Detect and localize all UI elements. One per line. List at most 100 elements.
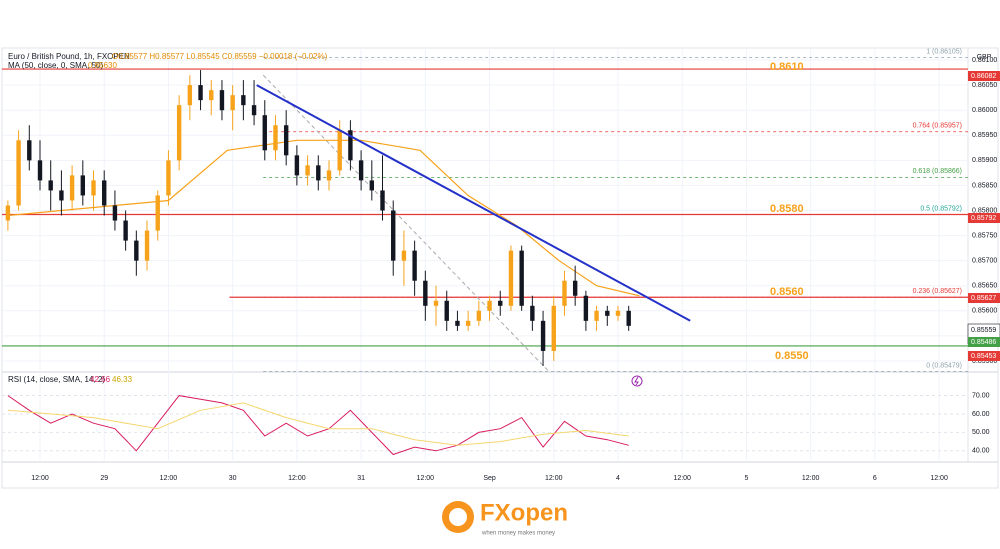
- candle-body: [91, 180, 96, 196]
- x-tick-label: 29: [100, 475, 108, 482]
- price-tag: [968, 71, 1000, 81]
- fib-label: 0.236 (0.85627): [913, 288, 962, 295]
- candle-body: [37, 160, 43, 181]
- rsi-value: 42.66: [90, 375, 111, 384]
- candle-body: [594, 310, 599, 321]
- y-tick-label: 0.85750: [972, 232, 997, 239]
- event-icon-bolt: [634, 376, 639, 386]
- y-tick-label: 0.85900: [972, 157, 997, 164]
- candle-body: [283, 125, 289, 156]
- frame: [1, 47, 999, 489]
- candle-body: [572, 280, 578, 296]
- rsi-ma-line: [7, 402, 629, 446]
- candle-body: [519, 250, 524, 306]
- candle-body: [241, 95, 246, 106]
- candle-body: [123, 220, 128, 241]
- candle-body: [562, 280, 567, 306]
- level-annotation: 0.8610: [770, 61, 804, 73]
- price-tag: [968, 351, 1000, 361]
- candle-body: [294, 155, 300, 176]
- fib-label: 0.618 (0.85866): [913, 168, 962, 175]
- candle-body: [326, 170, 332, 181]
- logo: FXopen when money makes money: [442, 499, 568, 537]
- x-tick-label: 12:00: [673, 475, 691, 482]
- candle-body: [16, 140, 21, 206]
- candle-body: [316, 165, 321, 181]
- price-tag-label: 0.85559: [971, 327, 996, 334]
- candle-body: [444, 300, 449, 321]
- logo-mark-inner: [449, 508, 467, 526]
- candle-body: [305, 165, 310, 176]
- candle-body: [251, 105, 257, 116]
- candle-body: [540, 320, 546, 351]
- candle-body: [508, 250, 514, 306]
- candle-body: [69, 175, 75, 201]
- x-tick-label: 12:00: [930, 475, 948, 482]
- price-tag-label: 0.85486: [971, 339, 996, 346]
- candle-body: [498, 300, 503, 306]
- trend-line: [256, 84, 691, 322]
- x-tick-label: 30: [229, 475, 237, 482]
- rsi-tick-label: 40.00: [972, 448, 990, 455]
- x-tick-label: 12:00: [545, 475, 563, 482]
- y-tick-label: 0.85850: [972, 182, 997, 189]
- event-icon[interactable]: [631, 375, 643, 387]
- candle-body: [166, 160, 171, 196]
- candle-body: [262, 115, 267, 151]
- candle-body: [112, 205, 118, 221]
- candle-body: [465, 320, 471, 326]
- candle-body: [230, 95, 235, 111]
- y-tick-label: 0.86000: [972, 107, 997, 114]
- brand-tagline: when money makes money: [481, 531, 555, 537]
- brand-name: FXopen: [480, 499, 568, 526]
- candle-body: [209, 90, 214, 101]
- rsi-label: RSI (14, close, SMA, 14, 2): [8, 375, 105, 384]
- candle-body: [27, 140, 32, 161]
- candle-body: [187, 85, 193, 106]
- candle-body: [198, 85, 203, 101]
- candle-body: [487, 300, 492, 311]
- plot: 1 (0.86105) 0.764 (0.85957) 0.618 (0.85866…: [2, 48, 968, 456]
- currency: GBP: [977, 54, 992, 61]
- y-tick-label: 0.86100: [972, 57, 997, 64]
- symbol-title: Euro / British Pound, 1h, FXOPEN: [8, 52, 130, 61]
- rsi-ma-value: 46.33: [112, 375, 133, 384]
- rsi-line: [7, 395, 629, 456]
- y-tick-label: 0.85950: [972, 132, 997, 139]
- candle-body: [615, 310, 621, 316]
- candle-body: [273, 125, 278, 151]
- candle-body: [358, 160, 364, 181]
- candle-body: [348, 130, 353, 161]
- price-tag-label: 0.85453: [971, 353, 996, 360]
- ma-line: [7, 139, 640, 297]
- candle-body: [433, 300, 439, 306]
- level-annotation: 0.8550: [775, 350, 809, 362]
- y-tick-label: 0.86050: [972, 82, 997, 89]
- rsi-tick-label: 50.00: [972, 429, 990, 436]
- candle-body: [48, 180, 53, 191]
- x-tick-label: 4: [616, 475, 620, 482]
- y-tick-label: 0.85500: [972, 358, 997, 365]
- candle-body: [455, 320, 460, 326]
- candle-body: [583, 295, 589, 321]
- price-tag-label: 0.85627: [971, 295, 996, 302]
- x-tick-label: Sep: [483, 475, 496, 482]
- x-tick-label: 12:00: [802, 475, 820, 482]
- x-tick-label: 12:00: [160, 475, 178, 482]
- price-tag: [968, 293, 1000, 303]
- ma-value: 0.85630: [88, 61, 117, 70]
- candle-body: [391, 210, 396, 261]
- y-tick-label: 0.85650: [972, 283, 997, 290]
- fib-label: 0.5 (0.85792): [920, 205, 962, 212]
- candle-body: [380, 190, 385, 211]
- ohlc-text: O0.85577 H0.85577 L0.85545 C0.85559 −0.0…: [112, 52, 328, 61]
- candle-body: [59, 190, 64, 201]
- candle-body: [176, 105, 182, 161]
- candle-body: [412, 250, 417, 281]
- price-tag-label: 0.85792: [971, 215, 996, 222]
- candle-body: [80, 175, 86, 196]
- candle-body: [144, 230, 150, 261]
- y-tick-label: 0.85600: [972, 308, 997, 315]
